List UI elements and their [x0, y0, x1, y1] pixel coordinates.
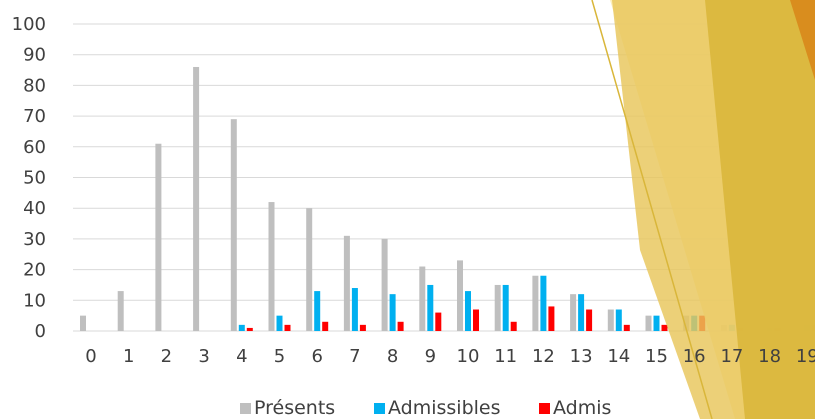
- legend: Présents Admissibles Admis: [240, 397, 611, 419]
- bar-prsents-12: [532, 275, 539, 331]
- bar-admis-7: [359, 324, 366, 331]
- bar-admissibles-14: [615, 309, 622, 331]
- bar-prsents-14: [607, 309, 614, 331]
- legend-swatch: [374, 403, 385, 414]
- bar-admis-13: [586, 309, 593, 331]
- x-tick-label: 19: [796, 346, 815, 367]
- y-tick-label: 30: [23, 229, 46, 250]
- legend-label: Présents: [254, 397, 335, 419]
- bar-prsents-13: [570, 294, 577, 331]
- bar-admis-5: [284, 324, 291, 331]
- y-tick-label: 70: [23, 106, 46, 127]
- x-tick-label: 4: [236, 346, 247, 367]
- bar-admissibles-8: [389, 294, 396, 331]
- bar-admis-4: [246, 327, 253, 331]
- bar-prsents-3: [193, 66, 200, 331]
- x-tick-label: 16: [683, 346, 706, 367]
- legend-swatch: [240, 403, 251, 414]
- y-tick-label: 80: [23, 75, 46, 96]
- bar-admissibles-6: [314, 291, 321, 331]
- bar-admissibles-4: [238, 324, 245, 331]
- x-tick-label: 17: [720, 346, 743, 367]
- decor-gold-dark-band: [705, 0, 815, 419]
- legend-label: Admis: [553, 397, 611, 419]
- bar-prsents-9: [419, 266, 426, 331]
- bar-admis-12: [548, 306, 555, 331]
- bar-prsents-10: [457, 260, 463, 331]
- x-tick-label: 0: [85, 346, 96, 367]
- decor-orange-corner: [790, 0, 815, 80]
- bar-prsents-4: [230, 119, 237, 331]
- x-tick-label: 14: [607, 346, 630, 367]
- y-tick-label: 10: [23, 290, 46, 311]
- bar-admissibles-12: [540, 275, 547, 331]
- x-tick-label: 11: [494, 346, 517, 367]
- y-tick-label: 20: [23, 260, 46, 281]
- bar-admis-15: [661, 324, 668, 331]
- bar-admissibles-7: [351, 288, 358, 331]
- bar-prsents-2: [155, 143, 162, 331]
- bar-admis-9: [435, 312, 442, 331]
- bar-admis-10: [473, 309, 479, 331]
- y-tick-label: 90: [23, 45, 46, 66]
- x-tick-label: 5: [274, 346, 285, 367]
- decor-gold-line: [591, 0, 713, 419]
- bar-prsents-6: [306, 208, 313, 331]
- x-tick-label: 12: [532, 346, 555, 367]
- x-tick-label: 3: [198, 346, 209, 367]
- bar-prsents-7: [343, 235, 350, 331]
- x-tick-label: 8: [387, 346, 398, 367]
- bar-admis-14: [623, 324, 630, 331]
- bar-admis-6: [322, 321, 329, 331]
- x-axis: 0 1 2 3 4 5 6 7 8 9 10 11 12 13 14 15 16 17 18 19: [85, 346, 815, 367]
- legend-swatch: [539, 403, 550, 414]
- bar-admissibles-9: [427, 284, 434, 331]
- bar-admissibles-15: [653, 315, 660, 331]
- x-tick-label: 2: [161, 346, 172, 367]
- bar-admis-8: [397, 321, 404, 331]
- bar-prsents-15: [645, 315, 652, 331]
- bar-prsents-1: [117, 291, 124, 331]
- x-tick-label: 9: [425, 346, 436, 367]
- y-tick-label: 40: [23, 198, 46, 219]
- x-tick-label: 7: [349, 346, 360, 367]
- legend-label: Admissibles: [388, 397, 501, 419]
- bar-prsents-0: [80, 315, 86, 331]
- y-tick-label: 100: [12, 14, 46, 35]
- bar-admissibles-10: [465, 291, 471, 331]
- x-tick-label: 6: [311, 346, 322, 367]
- y-tick-label: 0: [35, 321, 46, 342]
- bar-prsents-5: [268, 202, 275, 331]
- x-tick-label: 1: [123, 346, 134, 367]
- x-tick-label: 18: [758, 346, 781, 367]
- x-tick-label: 15: [645, 346, 668, 367]
- bar-admissibles-13: [578, 294, 585, 331]
- bar-admissibles-5: [276, 315, 283, 331]
- bar-admissibles-11: [502, 284, 509, 331]
- decorative-shapes: [591, 0, 815, 419]
- bar-prsents-11: [494, 284, 501, 331]
- x-tick-label: 13: [570, 346, 593, 367]
- y-tick-label: 60: [23, 137, 46, 158]
- y-tick-label: 50: [23, 168, 46, 189]
- bar-prsents-8: [381, 238, 388, 331]
- bar-admis-11: [510, 321, 517, 331]
- y-axis: 0 10 20 30 40 50 60 70 80 90 100: [12, 14, 46, 342]
- x-tick-label: 10: [457, 346, 480, 367]
